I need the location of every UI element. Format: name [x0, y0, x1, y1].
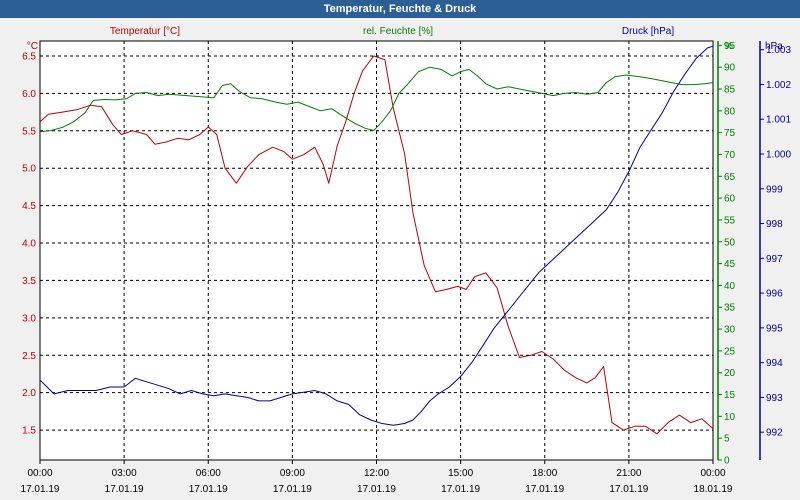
- x-tick-date: 17.01.19: [525, 484, 564, 495]
- y-tick-temperature: 1.5: [22, 426, 36, 437]
- y-tick-temperature: 2.5: [22, 351, 36, 362]
- y-tick-pressure: 995: [766, 323, 783, 334]
- y-tick-humidity: 10: [724, 412, 736, 423]
- y-tick-humidity: 60: [724, 194, 736, 205]
- legend-humidity: rel. Feuchte [%]: [363, 26, 433, 37]
- y-tick-temperature: 3.0: [22, 313, 36, 324]
- x-tick-time: 09:00: [280, 468, 305, 479]
- unit-temperature: °C: [27, 41, 38, 52]
- x-tick-date: 17.01.19: [441, 484, 480, 495]
- y-tick-humidity: 95: [724, 41, 736, 52]
- y-tick-humidity: 70: [724, 150, 736, 161]
- x-tick-date: 17.01.19: [105, 484, 144, 495]
- y-tick-temperature: 6.0: [22, 89, 36, 100]
- y-tick-pressure: 1.003: [766, 45, 791, 56]
- window-title: Temperatur, Feuchte & Druck: [0, 0, 800, 18]
- y-tick-pressure: 996: [766, 289, 783, 300]
- y-tick-humidity: 50: [724, 237, 736, 248]
- x-tick-time: 15:00: [448, 468, 473, 479]
- y-tick-pressure: 998: [766, 219, 783, 230]
- y-tick-humidity: 85: [724, 85, 736, 96]
- y-tick-humidity: 65: [724, 172, 736, 183]
- axis-ticks: 00:00 17.01.19 03:00 17.01.19 06:00 17.01.19 0…: [21, 41, 792, 495]
- y-tick-humidity: 80: [724, 106, 736, 117]
- series-temperature-line: [39, 55, 714, 435]
- y-tick-pressure: 1.001: [766, 115, 791, 126]
- y-tick-humidity: 20: [724, 368, 736, 379]
- y-tick-temperature: 2.0: [22, 388, 36, 399]
- x-tick-date: 17.01.19: [609, 484, 648, 495]
- series-humidity-line: [39, 66, 714, 133]
- x-tick-time: 12:00: [364, 468, 389, 479]
- y-tick-humidity: 55: [724, 215, 736, 226]
- x-tick-date: 18.01.19: [694, 484, 733, 495]
- y-tick-humidity: 0: [724, 456, 730, 467]
- y-tick-humidity: 35: [724, 303, 736, 314]
- y-tick-temperature: 6.5: [22, 51, 36, 62]
- y-tick-pressure: 994: [766, 358, 783, 369]
- y-tick-temperature: 5.5: [22, 126, 36, 137]
- x-tick-time: 06:00: [196, 468, 221, 479]
- y-tick-pressure: 1.002: [766, 80, 791, 91]
- y-tick-humidity: 90: [724, 63, 736, 74]
- chart: 00:00 17.01.19 03:00 17.01.19 06:00 17.01.19 0…: [0, 18, 800, 500]
- y-tick-humidity: 15: [724, 390, 736, 401]
- x-tick-date: 17.01.19: [273, 484, 312, 495]
- y-tick-pressure: 992: [766, 428, 783, 439]
- y-tick-pressure: 993: [766, 393, 783, 404]
- x-tick-time: 03:00: [112, 468, 137, 479]
- series-pressure-line: [39, 45, 714, 426]
- unit-pressure: hPa: [765, 41, 783, 52]
- x-tick-time: 21:00: [616, 468, 641, 479]
- x-tick-date: 17.01.19: [189, 484, 228, 495]
- y-tick-humidity: 5: [724, 434, 730, 445]
- y-tick-temperature: 4.5: [22, 201, 36, 212]
- y-tick-temperature: 3.5: [22, 276, 36, 287]
- y-tick-pressure: 999: [766, 184, 783, 195]
- y-tick-humidity: 75: [724, 128, 736, 139]
- legend-temperature: Temperatur [°C]: [110, 26, 180, 37]
- y-tick-humidity: 40: [724, 281, 736, 292]
- x-tick-time: 18:00: [532, 468, 557, 479]
- y-tick-humidity: 45: [724, 259, 736, 270]
- y-tick-pressure: 1.000: [766, 150, 791, 161]
- y-tick-humidity: 30: [724, 325, 736, 336]
- series-group: [39, 45, 714, 435]
- x-tick-date: 17.01.19: [357, 484, 396, 495]
- legend-pressure: Druck [hPa]: [622, 26, 674, 37]
- x-tick-time: 00:00: [700, 468, 725, 479]
- unit-humidity: %: [724, 41, 733, 52]
- y-tick-temperature: 4.0: [22, 239, 36, 250]
- x-tick-date: 17.01.19: [21, 484, 60, 495]
- grid: [40, 41, 713, 460]
- y-tick-temperature: 5.0: [22, 164, 36, 175]
- y-tick-pressure: 997: [766, 254, 783, 265]
- y-tick-humidity: 25: [724, 346, 736, 357]
- x-tick-time: 00:00: [27, 468, 52, 479]
